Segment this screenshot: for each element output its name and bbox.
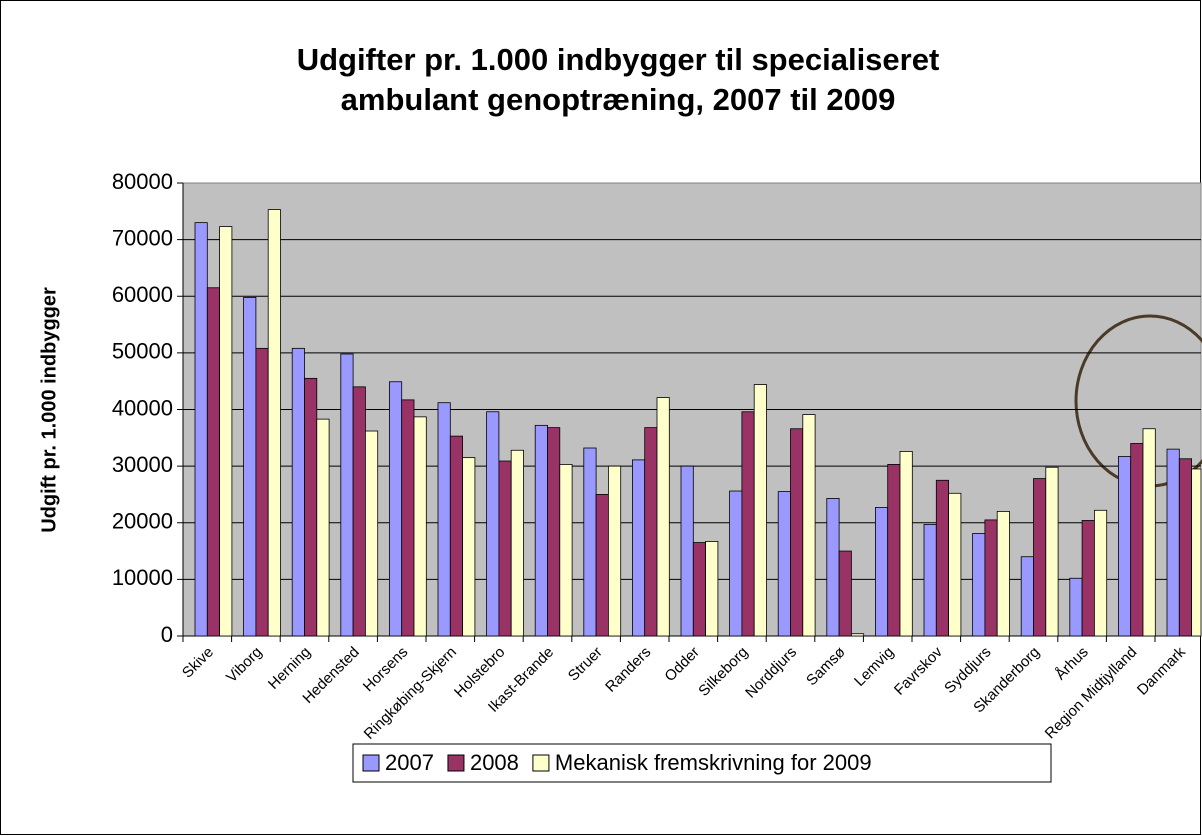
bar (972, 533, 986, 637)
bar (1020, 556, 1034, 637)
legend-swatch (532, 754, 550, 772)
y-tick-label: 70000 (112, 225, 173, 250)
bar (802, 414, 816, 637)
bar (498, 460, 512, 637)
bar (547, 427, 561, 637)
bar (899, 451, 913, 637)
bar (352, 386, 366, 637)
y-tick-label: 0 (161, 622, 173, 647)
bar (243, 296, 257, 637)
bar (838, 550, 852, 637)
bar (1130, 443, 1144, 637)
chart-title: ambulant genoptræning, 2007 til 2009 (341, 82, 896, 117)
legend-label: 2008 (470, 750, 519, 775)
bar (1191, 468, 1202, 637)
bar (304, 377, 318, 637)
legend-label: Mekanisk fremskrivning for 2009 (555, 750, 872, 775)
bar (790, 428, 804, 637)
bar (656, 397, 670, 637)
bar (996, 511, 1010, 637)
y-tick-label: 10000 (112, 565, 173, 590)
bar (692, 542, 706, 637)
legend-swatch (362, 754, 380, 772)
bar (984, 519, 998, 637)
bar (267, 209, 281, 637)
bar (364, 430, 379, 637)
y-tick-label: 50000 (112, 339, 173, 364)
chart-title: Udgifter pr. 1.000 indbygger til special… (297, 42, 940, 77)
bar (729, 490, 743, 637)
bar (935, 479, 949, 637)
y-tick-label: 60000 (112, 282, 173, 307)
bar (1178, 458, 1193, 637)
bar (923, 524, 937, 637)
bar (486, 411, 500, 637)
bar (632, 459, 646, 637)
bar (1118, 456, 1132, 637)
bar (851, 633, 865, 637)
bar (595, 494, 609, 637)
bar (1142, 428, 1156, 637)
bar (1045, 466, 1059, 637)
bar (1166, 448, 1180, 637)
bar (753, 384, 767, 637)
bar (437, 402, 451, 637)
bar (644, 427, 658, 637)
bar (510, 449, 524, 637)
bar (1081, 520, 1095, 637)
bar (462, 457, 476, 637)
bar (534, 424, 548, 637)
bar (875, 507, 889, 637)
bar (608, 465, 622, 637)
y-tick-label: 40000 (112, 395, 173, 420)
bar (948, 492, 962, 637)
legend (352, 743, 1052, 783)
bar (887, 464, 901, 637)
bar (559, 464, 573, 637)
bar (826, 498, 840, 637)
legend-label: 2007 (385, 750, 434, 775)
bar (1069, 577, 1083, 637)
bar (388, 381, 403, 637)
bar (705, 541, 719, 637)
bar (255, 347, 269, 637)
bar (741, 411, 755, 637)
bar (401, 399, 415, 637)
bar (340, 353, 354, 637)
y-axis-label: Udgift pr. 1.000 indbygger (38, 287, 60, 533)
bar (206, 287, 221, 637)
bar (316, 418, 330, 637)
bar (1094, 509, 1108, 637)
bar (291, 347, 305, 637)
bar (449, 435, 463, 637)
legend-swatch (447, 754, 465, 772)
bar (413, 416, 427, 637)
bar (583, 447, 597, 637)
bar (219, 226, 233, 637)
bar (680, 465, 694, 637)
y-tick-label: 20000 (112, 509, 173, 534)
bar (1033, 478, 1047, 637)
bar (777, 491, 791, 637)
bar (194, 222, 208, 637)
y-tick-label: 80000 (112, 169, 173, 194)
y-tick-label: 30000 (112, 452, 173, 477)
